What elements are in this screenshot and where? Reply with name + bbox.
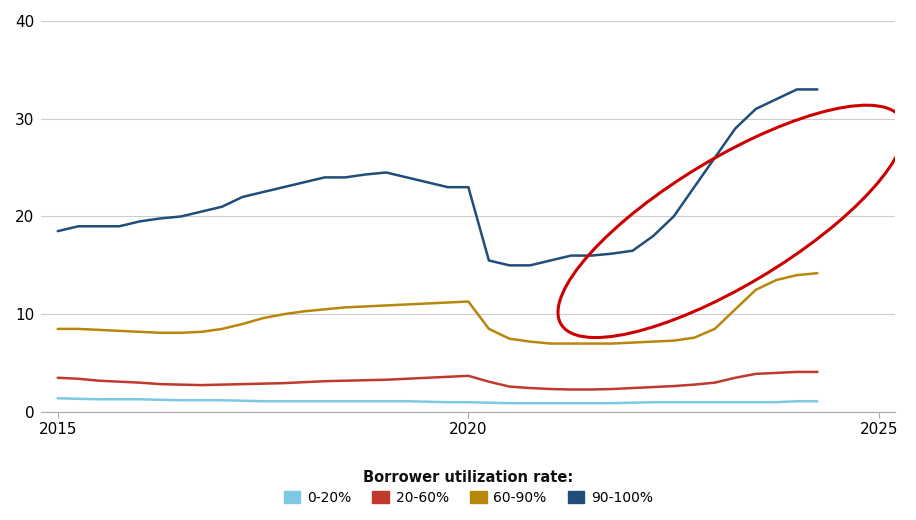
- Legend: 0-20%, 20-60%, 60-90%, 90-100%: 0-20%, 20-60%, 60-90%, 90-100%: [278, 486, 659, 511]
- Text: Borrower utilization rate:: Borrower utilization rate:: [364, 470, 573, 485]
